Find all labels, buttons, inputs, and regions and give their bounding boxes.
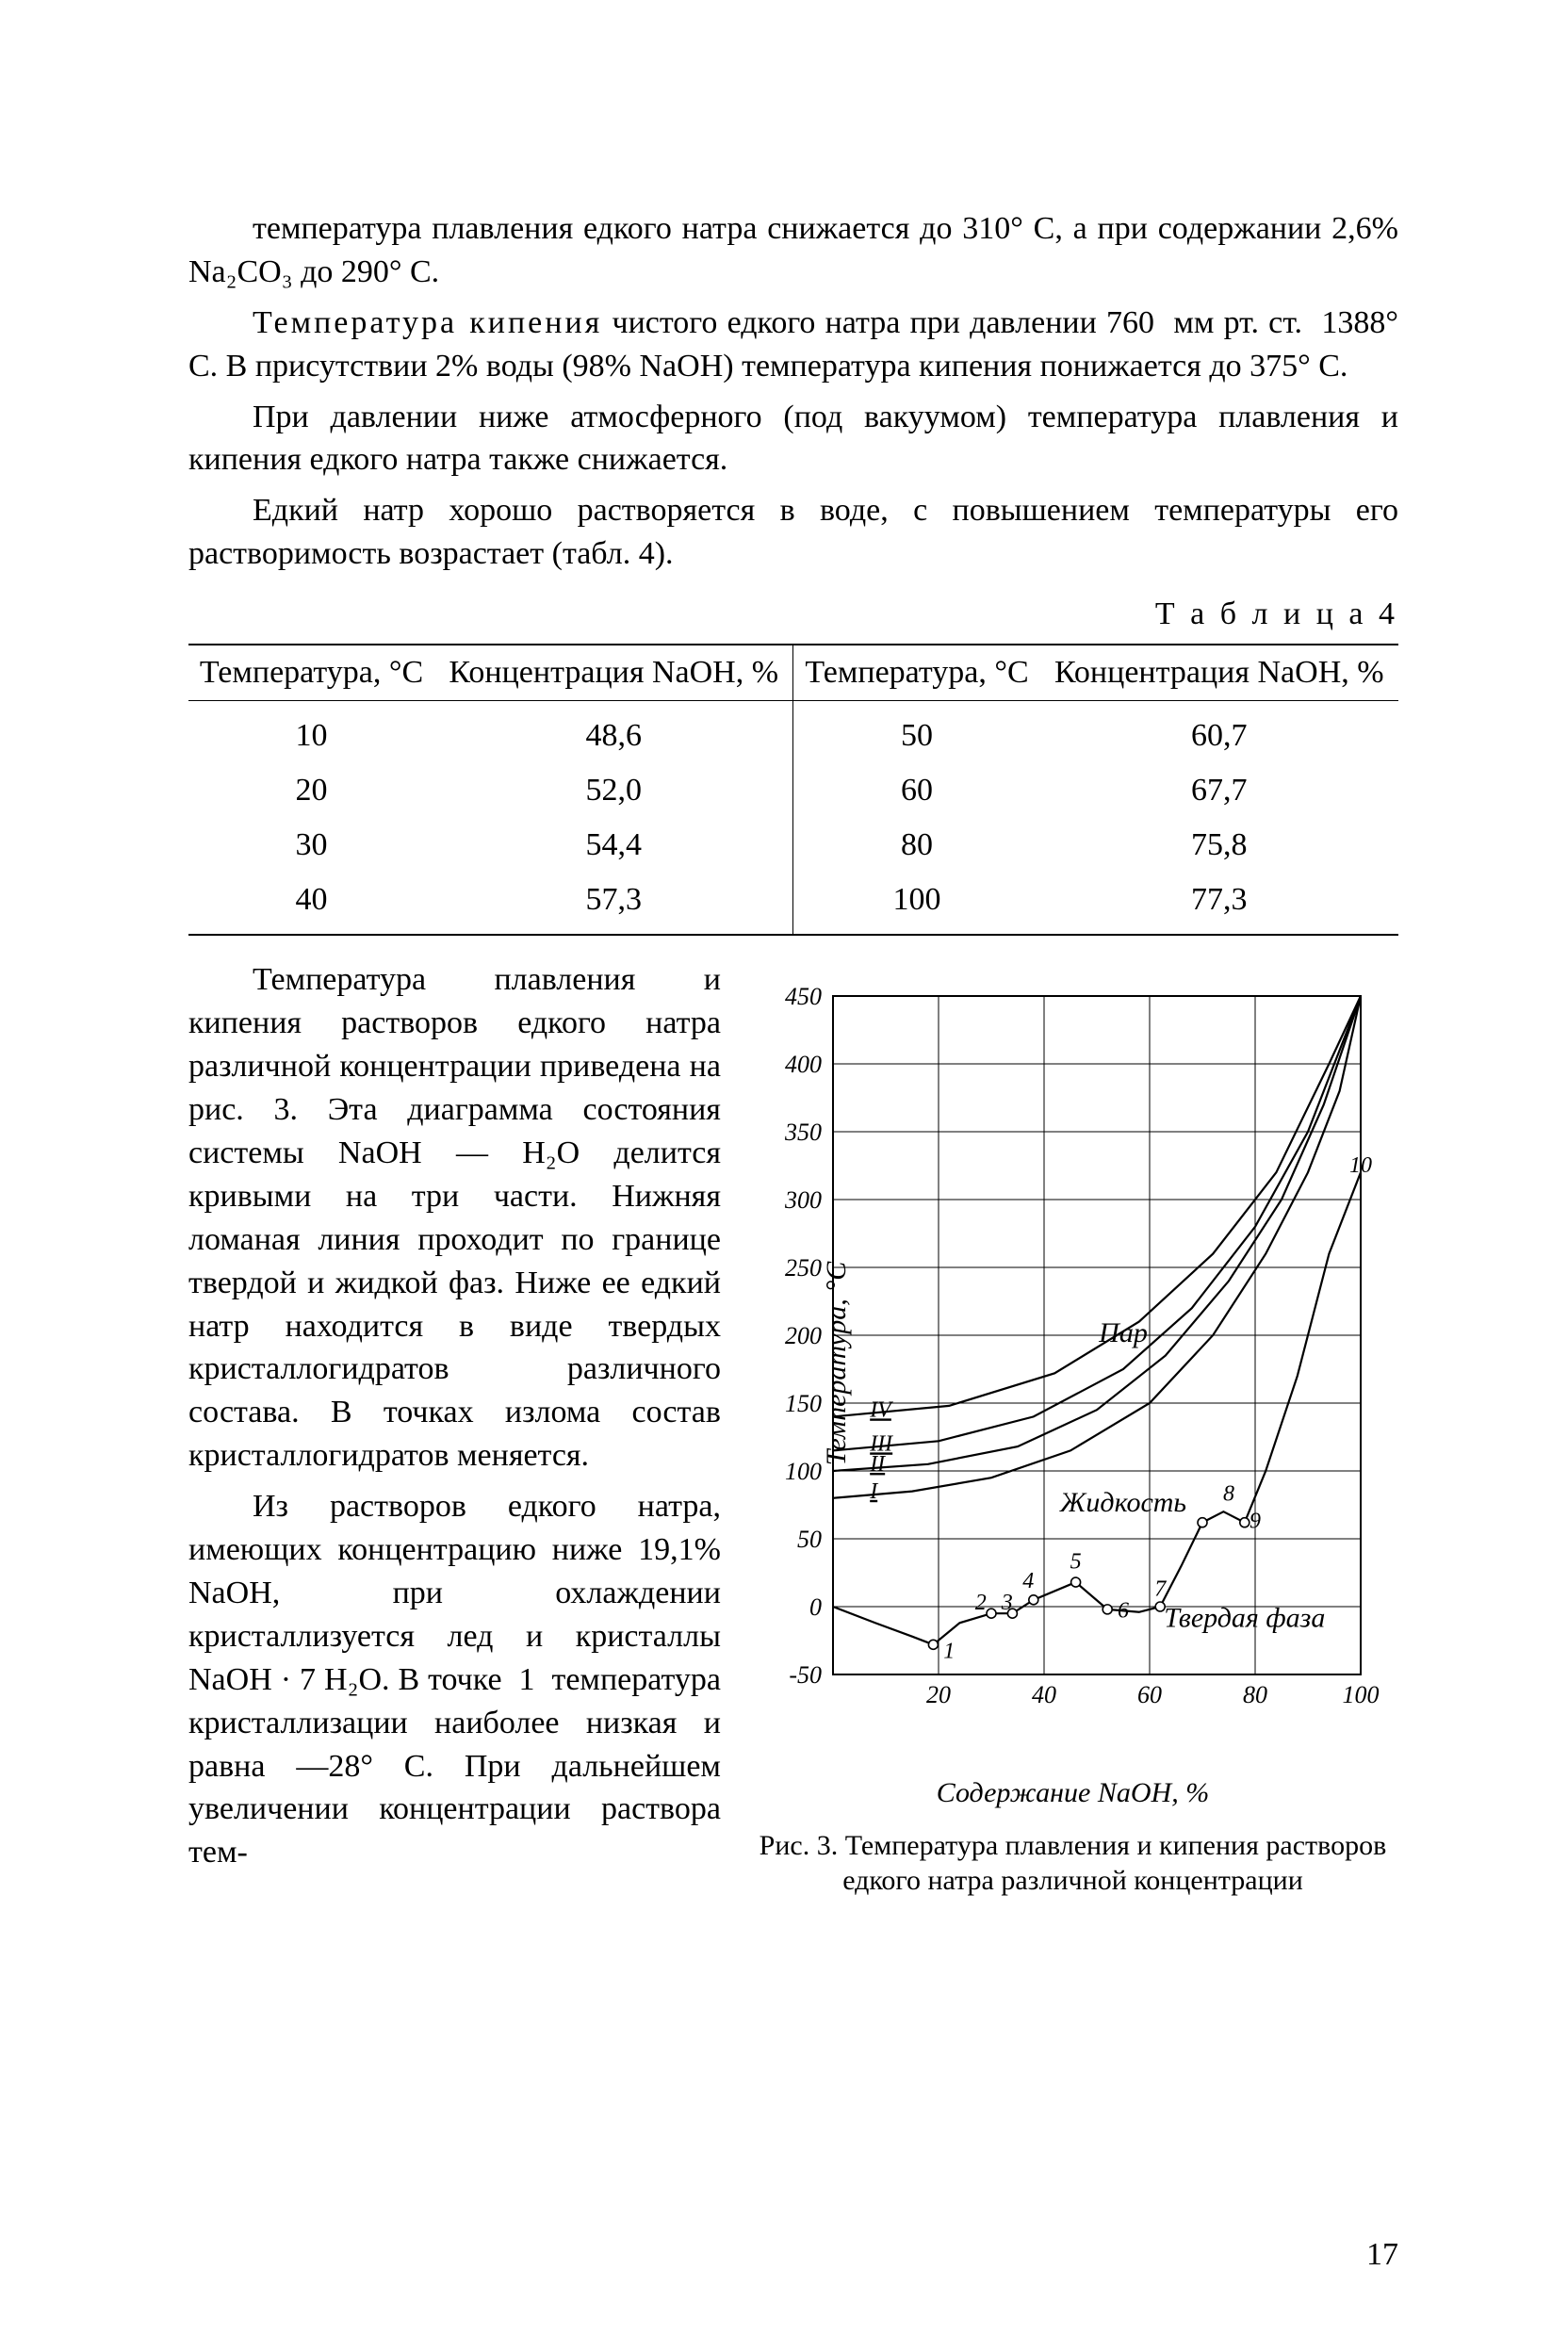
svg-text:9: 9 [1250, 1510, 1261, 1534]
svg-text:150: 150 [785, 1390, 822, 1417]
table-label: Т а б л и ц а 4 [188, 593, 1398, 636]
svg-text:III: III [869, 1432, 893, 1457]
chart-y-axis-label: Температура, °С [818, 1262, 857, 1465]
svg-text:50: 50 [797, 1526, 822, 1553]
table-cell: 10 [188, 700, 434, 762]
paragraph-6: Из растворов едкого натра, имеющих конце… [188, 1485, 721, 1874]
table-cell: 52,0 [434, 763, 793, 818]
left-text-column: Температура плавления и кипения растворо… [188, 958, 721, 1882]
table-cell: 54,4 [434, 818, 793, 873]
svg-text:8: 8 [1223, 1482, 1234, 1507]
table-cell: 77,3 [1040, 873, 1398, 936]
svg-text:60: 60 [1137, 1681, 1162, 1708]
svg-text:2: 2 [975, 1591, 987, 1615]
svg-text:5: 5 [1070, 1550, 1082, 1575]
svg-text:Твердая фаза: Твердая фаза [1164, 1603, 1325, 1634]
svg-text:250: 250 [785, 1254, 822, 1282]
svg-text:100: 100 [1343, 1681, 1380, 1708]
para2-lead: Температура кипения [253, 305, 602, 340]
svg-text:80: 80 [1243, 1681, 1267, 1708]
table-cell: 60,7 [1040, 700, 1398, 762]
table-cell: 60 [793, 763, 1040, 818]
table-header: Концентрация NaOH, % [1040, 645, 1398, 700]
svg-text:350: 350 [784, 1119, 822, 1146]
table-cell: 75,8 [1040, 818, 1398, 873]
paragraph-2: Температура кипения чистого едкого натра… [188, 302, 1398, 388]
svg-text:IV: IV [869, 1398, 893, 1423]
svg-text:Жидкость: Жидкость [1059, 1488, 1186, 1519]
svg-text:7: 7 [1154, 1577, 1167, 1602]
table-cell: 80 [793, 818, 1040, 873]
svg-text:450: 450 [785, 983, 822, 1010]
svg-text:-50: -50 [789, 1661, 822, 1689]
table-cell: 50 [793, 700, 1040, 762]
figure-caption: Рис. 3. Температура плавления и кипения … [747, 1828, 1398, 1899]
table-body: 1048,65060,72052,06067,73054,48075,84057… [188, 700, 1398, 935]
paragraph-4: Едкий натр хорошо растворяется в воде, с… [188, 489, 1398, 576]
table-header-row: Температура, °С Концентрация NaOH, % Тем… [188, 645, 1398, 700]
paragraph-5: Температура плавления и кипения растворо… [188, 958, 721, 1478]
solubility-table: Температура, °С Концентрация NaOH, % Тем… [188, 644, 1398, 936]
table-cell: 40 [188, 873, 434, 936]
table-header: Температура, °С [793, 645, 1040, 700]
table-row: 1048,65060,7 [188, 700, 1398, 762]
svg-text:I: I [869, 1479, 878, 1504]
table-row: 4057,310077,3 [188, 873, 1398, 936]
table-header: Температура, °С [188, 645, 434, 700]
page: температура плавления едкого натра снижа… [0, 0, 1568, 2352]
table-cell: 100 [793, 873, 1040, 936]
chart-container: Температура, °С -50 0 50 100 150 200 250 300 350… [748, 958, 1398, 1769]
svg-text:200: 200 [785, 1322, 822, 1349]
svg-text:3: 3 [1001, 1591, 1013, 1615]
svg-text:Пар: Пар [1098, 1318, 1148, 1349]
page-number: 17 [1366, 2233, 1398, 2277]
svg-text:40: 40 [1032, 1681, 1056, 1708]
table-cell: 57,3 [434, 873, 793, 936]
svg-text:20: 20 [926, 1681, 951, 1708]
svg-text:4: 4 [1022, 1569, 1034, 1593]
svg-text:100: 100 [785, 1458, 822, 1485]
svg-text:0: 0 [809, 1593, 822, 1621]
svg-text:300: 300 [784, 1186, 822, 1214]
table-header: Концентрация NaOH, % [434, 645, 793, 700]
table-cell: 30 [188, 818, 434, 873]
paragraph-3: При давлении ниже атмосферного (под ваку… [188, 396, 1398, 482]
svg-text:10: 10 [1349, 1154, 1372, 1179]
table-cell: 48,6 [434, 700, 793, 762]
figure-column: Температура, °С -50 0 50 100 150 200 250 300 350… [747, 958, 1398, 1899]
svg-text:6: 6 [1118, 1599, 1129, 1624]
svg-text:1: 1 [943, 1640, 955, 1664]
table-cell: 20 [188, 763, 434, 818]
paragraph-1: температура плавления едкого натра снижа… [188, 207, 1398, 294]
table-cell: 67,7 [1040, 763, 1398, 818]
table-row: 2052,06067,7 [188, 763, 1398, 818]
svg-text:400: 400 [785, 1051, 822, 1078]
two-column-layout: Температура плавления и кипения растворо… [188, 958, 1398, 1899]
table-row: 3054,48075,8 [188, 818, 1398, 873]
chart-x-axis-label: Содержание NaOH, % [747, 1774, 1398, 1813]
